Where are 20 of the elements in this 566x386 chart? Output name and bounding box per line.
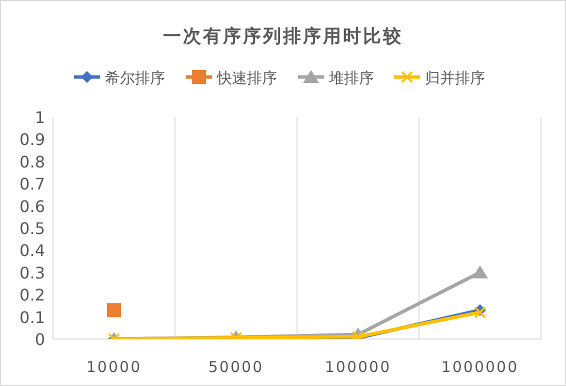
legend-label: 归并排序 [425, 69, 485, 87]
y-tick-label: 0 [34, 330, 45, 349]
y-tick-label: 0.7 [20, 174, 45, 194]
y-tick-label: 0.9 [20, 130, 45, 150]
x-tick-label: 100000 [324, 358, 392, 376]
y-tick-label: 0.8 [20, 152, 45, 172]
y-tick-label: 0.4 [20, 241, 45, 260]
y-tick-label: 0.3 [20, 263, 45, 282]
legend-label: 希尔排序 [105, 69, 165, 87]
legend-label: 堆排序 [328, 69, 374, 87]
y-tick-label: 0.6 [20, 196, 45, 216]
x-tick-label: 10000 [86, 358, 142, 376]
y-tick-label: 0.2 [20, 286, 45, 305]
legend-label: 快速排序 [216, 69, 277, 87]
x-tick-label: 50000 [208, 358, 264, 376]
x-tick-label: 1000000 [441, 358, 519, 376]
chart-title: 一次有序序列排序用时比较 [163, 26, 403, 47]
y-tick-label: 1 [34, 108, 45, 127]
y-tick-label: 0.1 [20, 308, 45, 327]
y-tick-label: 0.5 [20, 219, 45, 238]
